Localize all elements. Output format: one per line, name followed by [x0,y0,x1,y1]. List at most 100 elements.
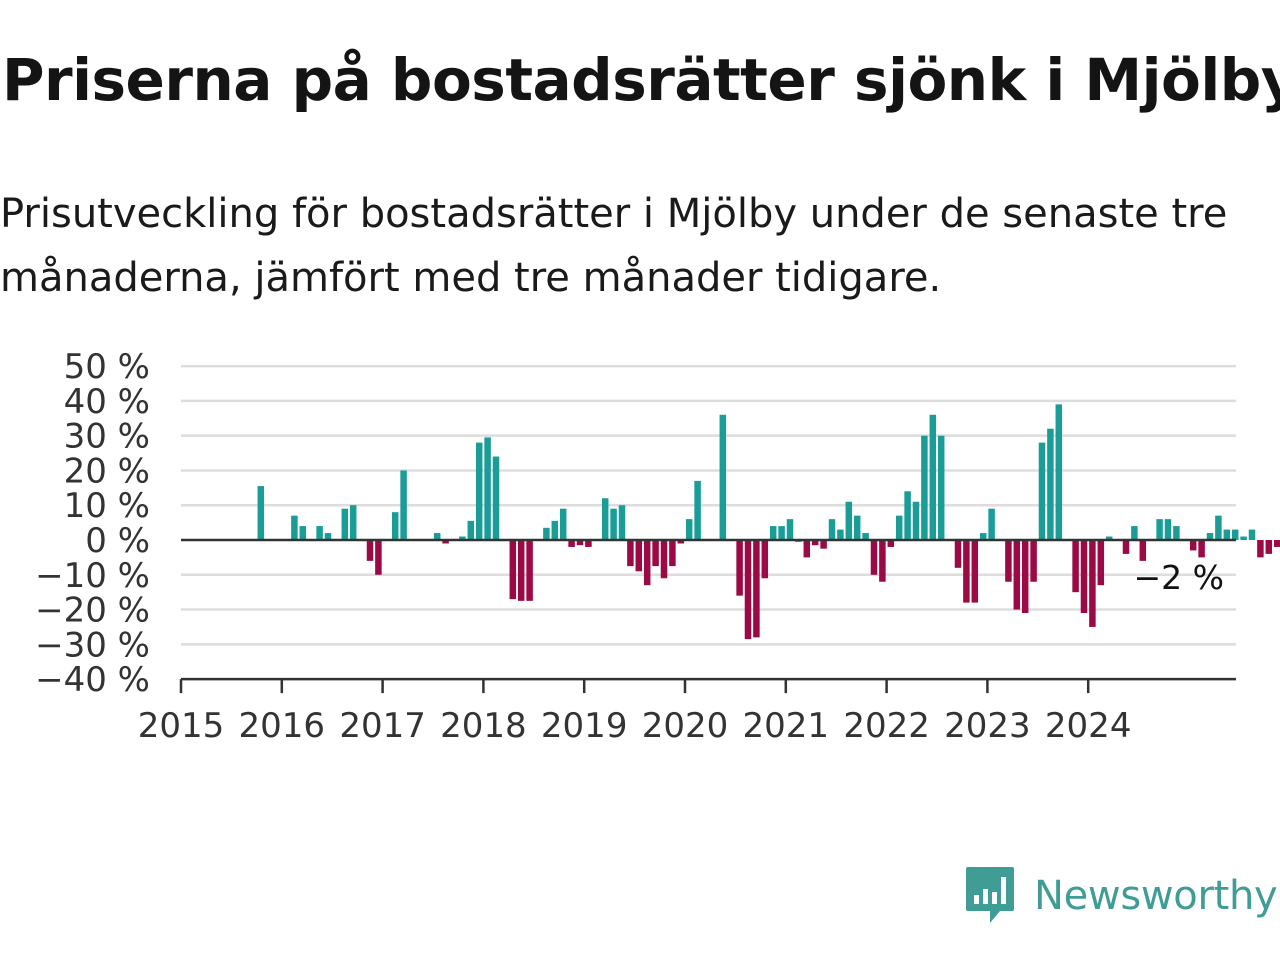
bar [551,520,559,540]
bar [887,540,895,547]
y-tick-label: −40 % [35,660,150,700]
bar [526,540,533,601]
bar [862,533,869,540]
bar [618,505,626,540]
bar [643,540,651,586]
bar [1206,533,1214,540]
bar [669,540,676,567]
bar [929,414,937,540]
bar [837,529,844,540]
bar [492,456,500,540]
y-tick-label: 10 % [64,486,150,526]
chart-subtitle: Prisutveckling för bostadsrätter i Mjölb… [0,191,1228,301]
x-axis-tick-labels: 2015 2016 2017 2018 2019 2020 2021 2022 2023 2024 [138,706,1132,746]
bar [811,540,819,546]
bar [803,540,811,558]
gridlines [181,364,1236,681]
x-tick-label: 2015 [138,706,225,746]
axes [179,538,1236,694]
bar [1013,540,1021,610]
bar [921,435,928,540]
bar [1097,540,1105,586]
bar [963,540,970,603]
bar [954,540,962,568]
y-tick-label: −10 % [35,556,150,596]
bar [391,512,399,540]
bar [904,491,911,540]
y-tick-label: 50 % [64,347,150,387]
bar [879,540,886,582]
bar [744,540,752,640]
bar [971,540,979,603]
y-tick-label: 0 % [85,521,150,561]
newsworthy-logo-icon [966,867,1014,923]
bar [652,540,659,567]
bar [1173,526,1180,540]
y-tick-label: −30 % [35,625,150,665]
bar [1164,519,1172,540]
bar [1021,540,1029,614]
bar [1047,428,1054,540]
bar [576,540,584,546]
bar [1139,540,1147,561]
bar [291,515,298,540]
bar [517,540,525,601]
newsworthy-logo[interactable]: Newsworthy [964,864,1278,928]
bar [1122,540,1130,554]
bar [761,540,769,579]
bar [1131,526,1138,540]
bar [1223,529,1231,540]
x-tick-label: 2018 [440,706,527,746]
bar [786,519,794,540]
bar [736,540,743,596]
bar [778,526,785,540]
bar [1273,540,1280,547]
bar [979,533,987,540]
bar [627,540,634,567]
bar [1072,540,1079,593]
y-axis-tick-labels: 50 %40 %30 %20 %10 %0 %−10 %−20 %−30 %−4… [35,347,150,700]
x-tick-label: 2019 [541,706,628,746]
bar [366,540,374,561]
bar [988,508,995,540]
x-tick-label: 2022 [843,706,930,746]
bars [257,404,1280,640]
bar [601,498,609,540]
bar [299,526,307,540]
bar [685,519,693,540]
bar [1080,540,1088,614]
bar [635,540,643,572]
bar [257,486,265,540]
bar [375,540,382,575]
y-tick-label: 30 % [64,417,150,457]
bar [400,470,407,540]
bar [442,540,449,544]
bar [559,508,567,540]
bar [316,526,323,540]
bar [1030,540,1037,582]
y-tick-label: 20 % [64,451,150,491]
bar [853,515,861,540]
y-tick-label: 40 % [64,382,150,422]
bar [433,533,441,540]
y-tick-label: −20 % [35,591,150,631]
bar [912,501,920,540]
bar [509,540,517,600]
x-tick-label: 2017 [339,706,426,746]
bar [895,515,903,540]
bar [349,505,357,540]
bar [828,519,836,540]
bar [1089,540,1096,627]
bar [820,540,827,549]
x-tick-label: 2021 [743,706,830,746]
bar [543,527,550,540]
last-value-label: −2 % [1134,558,1225,597]
x-tick-label: 2024 [1045,706,1132,746]
x-tick-label: 2023 [944,706,1031,746]
bar [845,501,853,540]
bar [1055,404,1063,540]
bar [610,508,617,540]
bar [1248,529,1256,540]
bar [1231,529,1239,540]
bar [677,540,685,544]
